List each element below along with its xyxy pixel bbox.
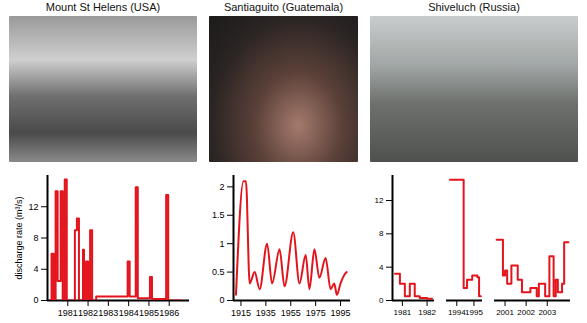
svg-text:discharge rate (m³/s): discharge rate (m³/s) [14, 196, 24, 279]
svg-text:2: 2 [219, 182, 224, 192]
svg-text:1994: 1994 [448, 308, 466, 317]
svg-text:2002: 2002 [517, 308, 535, 317]
html-text:Santiaguito (Guatemala): Santiaguito (Guatemala) [223, 1, 344, 13]
svg-text:1.5: 1.5 [212, 210, 225, 220]
svg-text:1935: 1935 [256, 308, 276, 318]
svg-text:1955: 1955 [281, 308, 301, 318]
svg-text:1: 1 [219, 239, 224, 249]
svg-text:0.5: 0.5 [212, 267, 225, 277]
svg-text:8: 8 [379, 229, 384, 238]
svg-text:12: 12 [375, 196, 384, 205]
svg-text:2001: 2001 [496, 308, 514, 317]
svg-text:1983: 1983 [98, 308, 118, 318]
svg-text:0: 0 [379, 296, 384, 305]
svg-text:1984: 1984 [119, 308, 139, 318]
svg-text:1995: 1995 [331, 308, 351, 318]
svg-text:4: 4 [379, 263, 384, 272]
html-text:Mount St Helens (USA): Mount St Helens (USA) [45, 1, 161, 13]
svg-text:8: 8 [33, 233, 38, 243]
svg-text:1995: 1995 [465, 308, 483, 317]
svg-text:1982: 1982 [418, 308, 436, 317]
svg-text:2003: 2003 [538, 308, 556, 317]
html-text:Shiveluch (Russia): Shiveluch (Russia) [428, 1, 520, 13]
svg-text:0: 0 [219, 295, 224, 305]
svg-text:1915: 1915 [231, 308, 251, 318]
svg-text:4: 4 [33, 264, 38, 274]
svg-text:1986: 1986 [159, 308, 179, 318]
svg-text:12: 12 [28, 202, 38, 212]
svg-text:1981: 1981 [58, 308, 78, 318]
svg-text:1981: 1981 [393, 308, 411, 317]
svg-text:1975: 1975 [306, 308, 326, 318]
svg-text:1982: 1982 [78, 308, 98, 318]
svg-text:1985: 1985 [139, 308, 159, 318]
svg-text:0: 0 [33, 295, 38, 305]
